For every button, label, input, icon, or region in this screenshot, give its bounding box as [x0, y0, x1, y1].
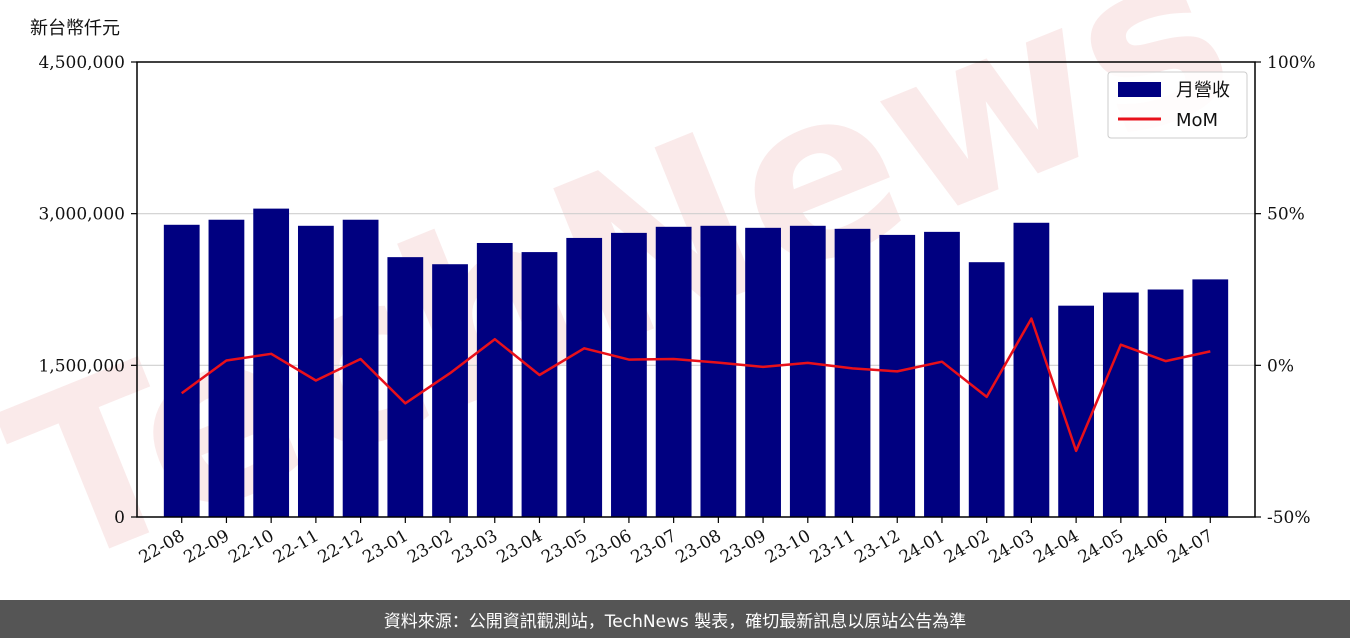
bar-22-08: [163, 224, 200, 518]
bar-24-01: [924, 231, 960, 517]
bar-23-10: [789, 225, 826, 518]
x-tick-label-24-05: 24-05: [1075, 526, 1127, 568]
bar-24-03: [1013, 222, 1050, 517]
bar-23-03: [476, 242, 513, 517]
bar-24-04: [1058, 305, 1095, 517]
x-tick-label-23-03: 23-03: [449, 526, 501, 568]
bar-23-12: [879, 234, 916, 517]
plot-frame: [136, 61, 1256, 518]
bar-23-05: [566, 237, 603, 517]
footer-source: 資料來源：公開資訊觀測站，TechNews 製表，確切最新訊息以原站公告為準: [0, 600, 1350, 638]
line-series: [180, 317, 1211, 453]
y-right-tick-label-1: 0%: [1267, 356, 1294, 376]
bar-24-07: [1192, 279, 1229, 517]
x-tick-label-23-08: 23-08: [672, 526, 724, 568]
x-tick-label-24-03: 24-03: [985, 526, 1037, 568]
x-tick-label-24-06: 24-06: [1120, 526, 1172, 568]
x-tick-label-24-02: 24-02: [941, 526, 993, 568]
y-left-tick-label-2: 3,000,000: [38, 205, 125, 225]
bar-22-12: [342, 219, 379, 517]
bar-22-11: [297, 225, 334, 518]
legend-label-bar: 月營收: [1176, 80, 1230, 101]
mom-line: [180, 317, 1211, 453]
bar-22-10: [253, 208, 290, 517]
bar-23-09: [745, 227, 781, 518]
x-tick-label-24-04: 24-04: [1030, 526, 1082, 568]
x-tick-label-23-10: 23-10: [762, 526, 814, 568]
x-tick-label-23-01: 23-01: [359, 526, 411, 568]
legend-swatch-bar: [1118, 82, 1161, 97]
bar-23-11: [834, 228, 871, 518]
footer-source-text: 資料來源：公開資訊觀測站，TechNews 製表，確切最新訊息以原站公告為準: [383, 611, 967, 632]
x-tick-label-23-11: 23-11: [807, 526, 859, 568]
legend-label-line: MoM: [1176, 110, 1218, 131]
legend: 月營收 MoM: [1107, 71, 1248, 139]
x-tick-label-22-12: 22-12: [315, 526, 367, 568]
y-right-tick-label-2: 50%: [1267, 205, 1305, 225]
chart: TechNews 新台幣仟元 01,500,0003,000,0004,500,…: [0, 0, 1316, 600]
bar-23-06: [611, 232, 647, 517]
x-tick-label-23-09: 23-09: [717, 526, 769, 568]
x-tick-label-23-02: 23-02: [404, 526, 456, 568]
bar-series: [163, 208, 1229, 518]
bar-23-02: [432, 264, 468, 517]
x-tick-label-23-04: 23-04: [494, 526, 546, 568]
bar-23-04: [521, 252, 558, 518]
x-tick-label-24-01: 24-01: [896, 526, 948, 568]
bar-23-08: [700, 225, 737, 518]
y-right-tick-label-0: -50%: [1267, 508, 1311, 528]
y-left-tick-label-3: 4,500,000: [38, 53, 125, 73]
y-axis-unit-label: 新台幣仟元: [30, 18, 120, 39]
x-tick-label-23-12: 23-12: [851, 526, 903, 568]
bar-23-07: [655, 226, 692, 518]
y-right-tick-label-3: 100%: [1267, 53, 1316, 73]
bar-23-01: [387, 257, 424, 517]
y-left-tick-label-0: 0: [114, 508, 125, 528]
bar-24-06: [1147, 289, 1184, 517]
bar-24-05: [1102, 292, 1139, 517]
bar-24-02: [968, 262, 1005, 517]
x-tick-label-24-07: 24-07: [1164, 526, 1216, 568]
y-left-tick-label-1: 1,500,000: [38, 356, 125, 376]
x-tick-label-23-05: 23-05: [538, 526, 590, 568]
x-tick-label-23-07: 23-07: [628, 526, 680, 568]
x-tick-label-23-06: 23-06: [583, 526, 635, 568]
